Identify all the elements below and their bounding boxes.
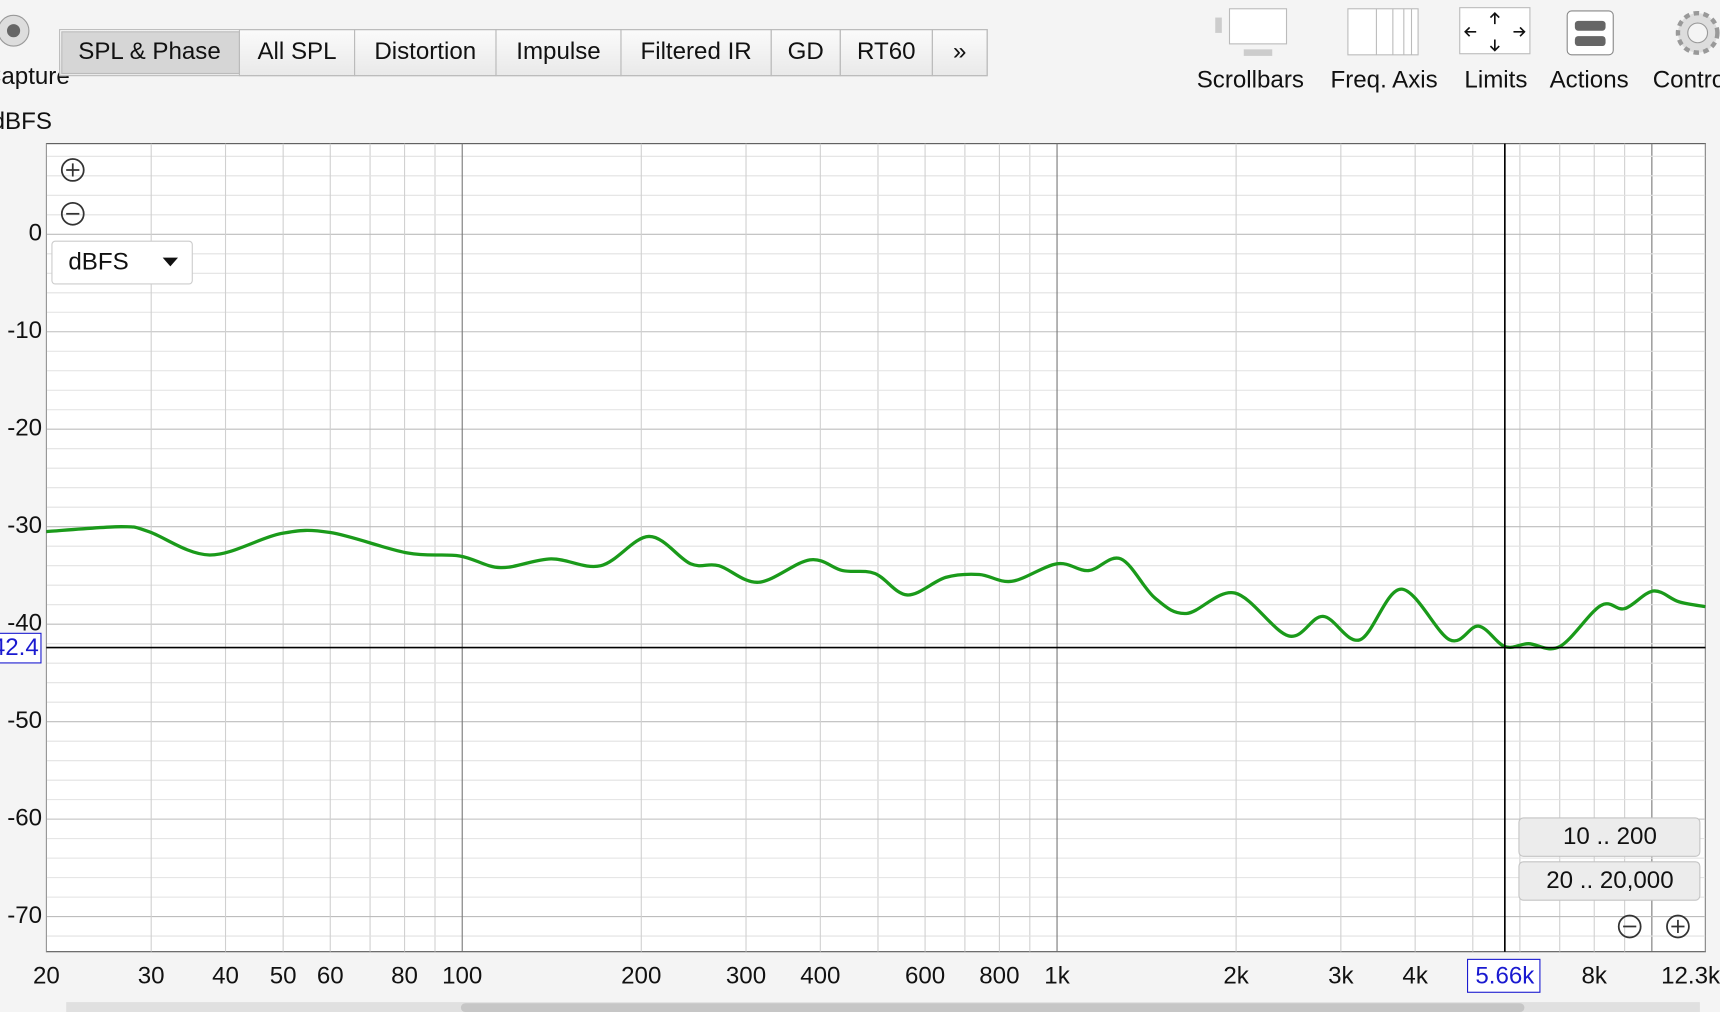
icon-actions[interactable]: [1566, 10, 1614, 56]
x-tick-label: 200: [621, 962, 661, 989]
tab-label: Filtered IR: [640, 38, 751, 65]
cursor-y-label: -42.4: [0, 634, 39, 661]
x-tick-label: 400: [800, 962, 840, 989]
x-tick-label: 40: [212, 962, 239, 989]
unit-dropdown[interactable]: [51, 240, 193, 285]
tab-label: All SPL: [257, 38, 336, 65]
icon-label[interactable]: Limits: [1464, 67, 1527, 94]
tab-label: »: [953, 38, 966, 65]
x-tick-label: 600: [905, 962, 945, 989]
cursor-x-box: [1467, 958, 1541, 993]
y-tick-label: -30: [7, 512, 42, 539]
x-tick-label: 8k: [1581, 962, 1607, 989]
unit-dropdown-label: dBFS: [68, 249, 128, 276]
tab-label: GD: [788, 38, 824, 65]
capture-lens: [6, 24, 21, 38]
x-tick-label: 12.3kHz: [1661, 962, 1720, 989]
range-button[interactable]: [1518, 817, 1701, 857]
x-tick-label: 3k: [1328, 962, 1354, 989]
y-tick-label: -10: [7, 317, 42, 344]
tab-label: SPL & Phase: [78, 38, 221, 65]
x-tick-label: 300: [726, 962, 766, 989]
x-tick-label: 80: [391, 962, 418, 989]
x-tick-label: 800: [979, 962, 1019, 989]
tab-label: Impulse: [516, 38, 600, 65]
y-tick-label: -40: [7, 610, 42, 637]
zoom-in-x[interactable]: [1666, 914, 1690, 939]
range-button-label: 10 .. 200: [1563, 823, 1657, 850]
x-tick-label: 20: [33, 962, 60, 989]
x-tick-label: 4k: [1402, 962, 1428, 989]
tab-bar: SPL & Phase All SPL Distortion Impulse Filte…: [59, 29, 988, 77]
scrollbar-thumb[interactable]: [460, 1003, 1525, 1012]
icon-label[interactable]: Scrollbars: [1197, 67, 1304, 94]
x-tick-label: 30: [138, 962, 165, 989]
zoom-in-y[interactable]: [60, 158, 85, 182]
icon-scrollbars[interactable]: [1215, 8, 1288, 56]
range-button-label: 20 .. 20,000: [1546, 867, 1673, 894]
icon-label[interactable]: Freq. Axis: [1330, 67, 1437, 94]
cursor-x-label: 5.66k: [1475, 962, 1535, 989]
icon-controls[interactable]: [1675, 10, 1720, 55]
icon-label[interactable]: Controls: [1653, 67, 1720, 94]
x-tick-label: 60: [317, 962, 344, 989]
range-button[interactable]: [1518, 861, 1701, 901]
x-tick-label: 50: [270, 962, 297, 989]
icon-freq-axis[interactable]: [1347, 8, 1419, 56]
cursor-y-box: [0, 632, 42, 664]
tab[interactable]: [931, 29, 988, 77]
y-tick-label: -20: [7, 415, 42, 442]
x-tick-label: 2k: [1223, 962, 1249, 989]
plot-area: [45, 143, 1706, 953]
dropdown-arrow: [162, 257, 179, 267]
zoom-out-x[interactable]: [1617, 914, 1642, 939]
tab-label: RT60: [857, 38, 916, 65]
y-tick-label: -50: [7, 707, 42, 734]
y-tick-label: -60: [7, 805, 42, 832]
x-tick-label: 1k: [1044, 962, 1070, 989]
tab-label: Distortion: [374, 38, 476, 65]
icon-limits[interactable]: [1459, 7, 1531, 55]
zoom-out-y[interactable]: [60, 201, 85, 226]
y-tick-label: 0: [29, 220, 42, 247]
y-tick-label: -70: [7, 902, 42, 929]
x-tick-label: 100: [442, 962, 482, 989]
icon-label[interactable]: Actions: [1550, 67, 1629, 94]
y-unit: dBFS: [0, 108, 52, 135]
capture-label[interactable]: Capture: [0, 63, 70, 90]
